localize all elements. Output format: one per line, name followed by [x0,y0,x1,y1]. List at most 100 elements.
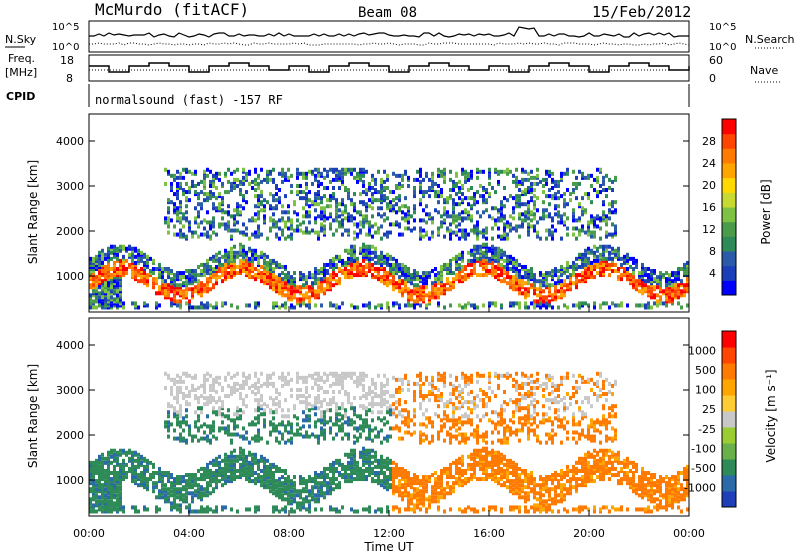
power-cell [608,177,611,182]
velocity-cell [113,479,116,484]
velocity-cell [146,487,149,492]
velocity-cell [209,507,212,512]
power-cell [683,264,686,269]
velocity-cell [167,471,170,475]
power-cell [281,173,284,178]
power-cell [593,222,596,227]
velocity-cell [143,481,146,486]
power-cell [488,173,491,178]
power-cell [329,167,332,172]
power-cell [476,234,479,239]
power-cell [356,222,359,227]
power-cell [506,236,509,241]
power-cell [599,252,602,257]
power-cell [335,169,338,174]
velocity-cell [146,477,149,482]
velocity-cell [212,410,215,415]
power-cell [437,226,440,231]
power-cell [632,256,635,261]
velocity-cell [257,402,260,407]
power-cell [275,287,278,292]
power-cell [353,305,356,310]
power-cell [443,291,446,296]
power-cell [281,216,284,221]
velocity-cell [182,392,185,397]
power-cell [287,295,290,300]
velocity-cell [308,402,311,407]
velocity-cell [134,479,137,484]
velocity-cell [212,487,215,492]
velocity-cell [269,464,272,469]
power-cell [500,305,503,310]
velocity-cell [248,475,251,480]
power-cell [359,230,362,235]
velocity-cell [263,412,266,417]
velocity-cell [302,418,305,423]
power-cell [659,271,662,276]
power-cell [446,269,449,274]
velocity-cell [218,460,221,465]
power-cell [281,210,284,215]
power-cell [305,291,308,296]
power-cell [350,167,353,172]
power-cell [215,208,218,213]
power-cell [290,295,293,300]
power-cell [359,271,362,276]
power-cell [233,222,236,227]
power-cell [467,275,470,280]
power-cell [314,275,317,280]
power-cell [494,206,497,211]
power-cell [413,299,416,304]
power-cell [425,171,428,176]
power-cell [116,277,119,282]
power-cell [323,210,326,215]
power-cell [539,279,542,284]
power-cell [524,295,527,300]
power-cell [302,175,305,180]
velocity-cell [137,477,140,482]
velocity-cell [275,485,278,490]
power-cell [101,260,104,265]
power-cell [389,204,392,209]
power-cell [482,228,485,233]
power-cell [278,273,281,278]
power-cell [503,232,506,237]
power-cell [602,216,605,221]
velocity-cell [170,489,173,494]
power-cell [395,186,398,190]
power-cell [506,271,509,276]
power-cell [242,175,245,180]
velocity-cell [176,477,179,482]
power-cell [206,192,209,197]
power-cell [593,188,596,193]
velocity-cell [275,483,278,488]
velocity-cell [326,420,329,425]
velocity-cell [167,410,170,415]
power-cell [443,200,446,205]
velocity-cell [311,487,314,492]
power-cell [164,216,167,221]
power-cell [167,200,170,205]
power-cell [392,262,395,267]
power-cell [419,167,422,172]
velocity-cell [263,381,266,386]
velocity-cell [320,420,323,425]
velocity-cell [281,487,284,492]
velocity-cell [143,507,146,512]
velocity-cell [290,509,293,514]
velocity-cell [266,440,269,445]
power-cell [401,204,404,209]
power-cell [461,250,464,255]
power-cell [452,200,455,205]
velocity-cell [281,414,284,419]
power-cell [275,204,278,209]
power-cell [614,303,617,308]
velocity-cell [227,462,230,467]
power-cell [272,167,275,172]
power-cell [443,289,446,294]
power-cell [107,279,110,284]
power-cell [371,275,374,280]
power-cell [509,214,512,219]
velocity-cell [128,466,131,471]
